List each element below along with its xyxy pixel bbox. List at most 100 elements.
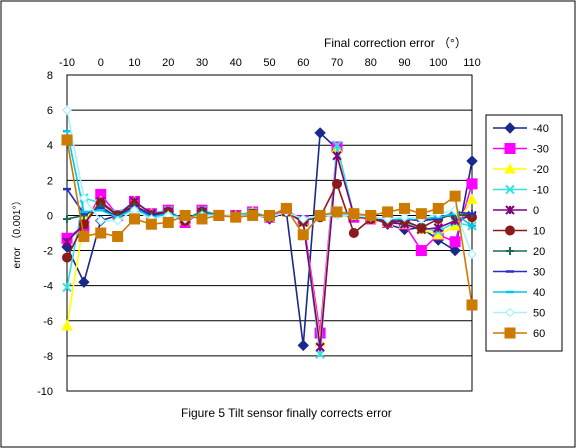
x-tick-label: 0 [98,57,104,69]
data-point [466,193,478,205]
legend-swatch-marker [505,225,515,236]
legend-label: 0 [533,205,539,217]
data-point [449,190,461,202]
legend-box [485,114,563,352]
data-point [415,208,427,220]
data-point [331,206,343,218]
series-10 [61,134,478,311]
legend-label: 20 [533,246,545,258]
y-tick-label: 2 [47,175,53,187]
y-tick-label: -2 [43,246,53,258]
legend-swatch-marker [505,184,515,195]
data-point [466,155,478,167]
y-tick-label: 4 [47,140,53,152]
data-point [314,127,326,139]
data-point [348,208,360,220]
data-point [61,320,73,331]
legend-label: -20 [533,164,549,176]
legend-label: -40 [533,123,549,135]
data-point [297,229,309,241]
data-point [196,213,208,225]
legend: -40 -30 -20 -10 0 10 20 30 40 50 60 [493,122,549,340]
data-point [348,228,359,238]
legend-swatch-marker [505,307,515,318]
y-tick-label: 6 [47,105,53,117]
data-point [79,193,89,203]
data-point [466,299,478,311]
x-axis-label: Final correction error （°） [324,36,467,50]
legend-label: -30 [533,144,549,156]
y-tick-label: -4 [43,281,53,293]
y-tick-labels: 8 6 4 2 0 -2 -4 -6 -8 -10 [37,70,53,398]
data-point [415,245,427,257]
y-tick-label: 8 [47,70,53,82]
data-point [129,213,140,225]
data-point [315,342,325,352]
data-point [315,349,325,359]
x-tick-labels: -10 0 10 20 30 40 50 60 70 80 90 100 110 [59,57,481,69]
data-point [264,209,275,221]
data-point [162,216,174,228]
data-point [332,151,342,161]
legend-label: 50 [533,308,545,320]
data-point [449,244,461,257]
data-point [297,339,309,352]
data-point [332,140,342,150]
data-point [62,237,72,247]
legend-swatch-marker [504,162,516,174]
data-point [298,214,309,224]
legend-item: -20 [493,162,549,176]
legend-label: -10 [533,185,549,197]
legend-swatch-marker [504,327,516,339]
legend-item: 60 [493,327,545,340]
x-tick-label: 10 [128,57,140,69]
data-point [95,227,107,239]
data-point [332,178,342,189]
data-point [62,105,72,115]
data-point [466,178,478,190]
x-tick-label: 110 [463,57,481,69]
legend-item: 20 [493,246,545,258]
x-tick-label: 70 [331,57,343,69]
legend-item: -10 [493,185,549,197]
data-point [112,215,123,226]
legend-item: 50 [493,308,545,320]
legend-swatch-marker [506,247,514,255]
data-point [280,202,292,214]
data-point [449,236,461,248]
chart-title: Figure 5 Tilt sensor finally corrects er… [181,406,392,420]
data-point [63,214,71,223]
x-tick-label: 90 [398,57,410,69]
legend-item: 0 [493,205,539,217]
data-point [112,231,124,243]
data-point [399,212,410,223]
legend-item: -30 [493,143,549,156]
data-point [78,276,90,288]
legend-swatch-marker [505,205,515,215]
x-tick-label: 100 [429,57,447,69]
x-tick-label: 80 [365,57,377,69]
legend-label: 40 [533,287,545,299]
legend-item: -40 [493,122,549,135]
data-point [433,223,443,233]
data-point [61,134,73,146]
data-point [365,209,377,221]
legend-label: 60 [533,328,545,340]
data-point [95,215,106,226]
x-tick-label: 30 [196,57,208,69]
y-tick-label: 0 [47,210,53,222]
data-point [382,206,394,218]
data-point [62,282,72,293]
data-point [145,218,157,230]
legend-swatch-marker [504,122,516,134]
data-point [314,209,326,221]
legend-label: 10 [533,226,545,238]
data-point [62,252,72,263]
data-point [78,231,90,243]
data-point [432,202,444,214]
legend-item: 40 [493,287,545,299]
y-tick-label: -6 [43,316,53,328]
y-axis-label: error （0.001°） [11,196,23,269]
x-tick-label: 20 [162,57,174,69]
